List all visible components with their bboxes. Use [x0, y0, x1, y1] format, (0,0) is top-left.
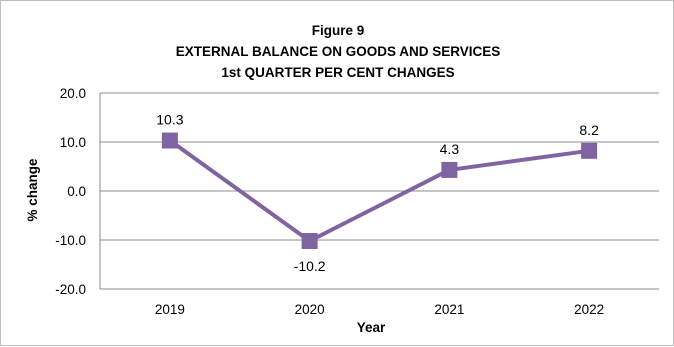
data-point-marker [301, 232, 318, 249]
data-label: 4.3 [440, 141, 460, 157]
y-tick-label: 0.0 [67, 184, 86, 199]
data-point-marker [441, 161, 458, 178]
data-label: -10.2 [294, 258, 326, 274]
series-line [168, 138, 590, 243]
x-axis-ticks: 2019 2020 2021 2022 [155, 302, 604, 317]
chart-title-line-1: Figure 9 [312, 23, 365, 38]
y-tick-label: 20.0 [60, 86, 86, 101]
gridlines [99, 92, 659, 290]
data-labels: 10.3 -10.2 4.3 8.2 [156, 112, 599, 274]
x-axis-title: Year [357, 320, 386, 335]
data-label: 8.2 [579, 122, 599, 138]
chart-title-line-3: 1st QUARTER PER CENT CHANGES [221, 65, 454, 80]
y-axis-ticks: 20.0 10.0 0.0 -10.0 -20.0 [55, 86, 86, 297]
x-tick-label: 2021 [434, 302, 464, 317]
x-tick-label: 2022 [574, 302, 604, 317]
y-tick-label: 10.0 [60, 135, 86, 150]
series-layer [161, 132, 598, 249]
x-tick-label: 2019 [155, 302, 185, 317]
data-point-marker [161, 132, 178, 149]
chart-title-line-2: EXTERNAL BALANCE ON GOODS AND SERVICES [176, 44, 501, 59]
data-label: 10.3 [156, 112, 183, 128]
data-point-marker [581, 142, 598, 159]
y-tick-label: -10.0 [55, 233, 86, 248]
x-tick-label: 2020 [295, 302, 325, 317]
y-tick-label: -20.0 [55, 282, 86, 297]
y-axis-title: % change [25, 158, 40, 222]
